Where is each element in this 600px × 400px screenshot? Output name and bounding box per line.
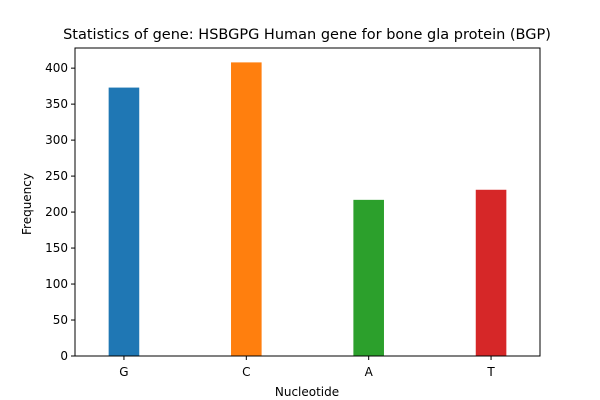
y-tick-label-400: 400 — [45, 61, 68, 75]
plot-area: 0 50 100 150 200 250 300 350 400 G C A T — [45, 47, 541, 379]
x-axis-label: Nucleotide — [275, 385, 339, 399]
x-tick-label-c: C — [242, 365, 250, 379]
y-tick-label-0: 0 — [60, 349, 68, 363]
chart-title: Statistics of gene: HSBGPG Human gene fo… — [63, 27, 551, 43]
bar-c — [231, 62, 262, 357]
x-tick-label-g: G — [119, 365, 128, 379]
y-axis-label: Frequency — [20, 173, 34, 235]
y-tick-label-350: 350 — [45, 97, 68, 111]
x-tick-label-a: A — [365, 365, 374, 379]
y-tick-label-50: 50 — [53, 313, 68, 327]
y-tick-label-300: 300 — [45, 133, 68, 147]
bar-t — [475, 189, 507, 356]
y-tick-label-100: 100 — [45, 277, 68, 291]
y-tick-label-250: 250 — [45, 169, 68, 183]
plot-frame — [74, 47, 541, 357]
bar-g — [108, 87, 140, 356]
y-tick-label-150: 150 — [45, 241, 68, 255]
x-tick-label-t: T — [486, 365, 495, 379]
y-tick-label-200: 200 — [45, 205, 68, 219]
bar-a — [353, 199, 384, 356]
